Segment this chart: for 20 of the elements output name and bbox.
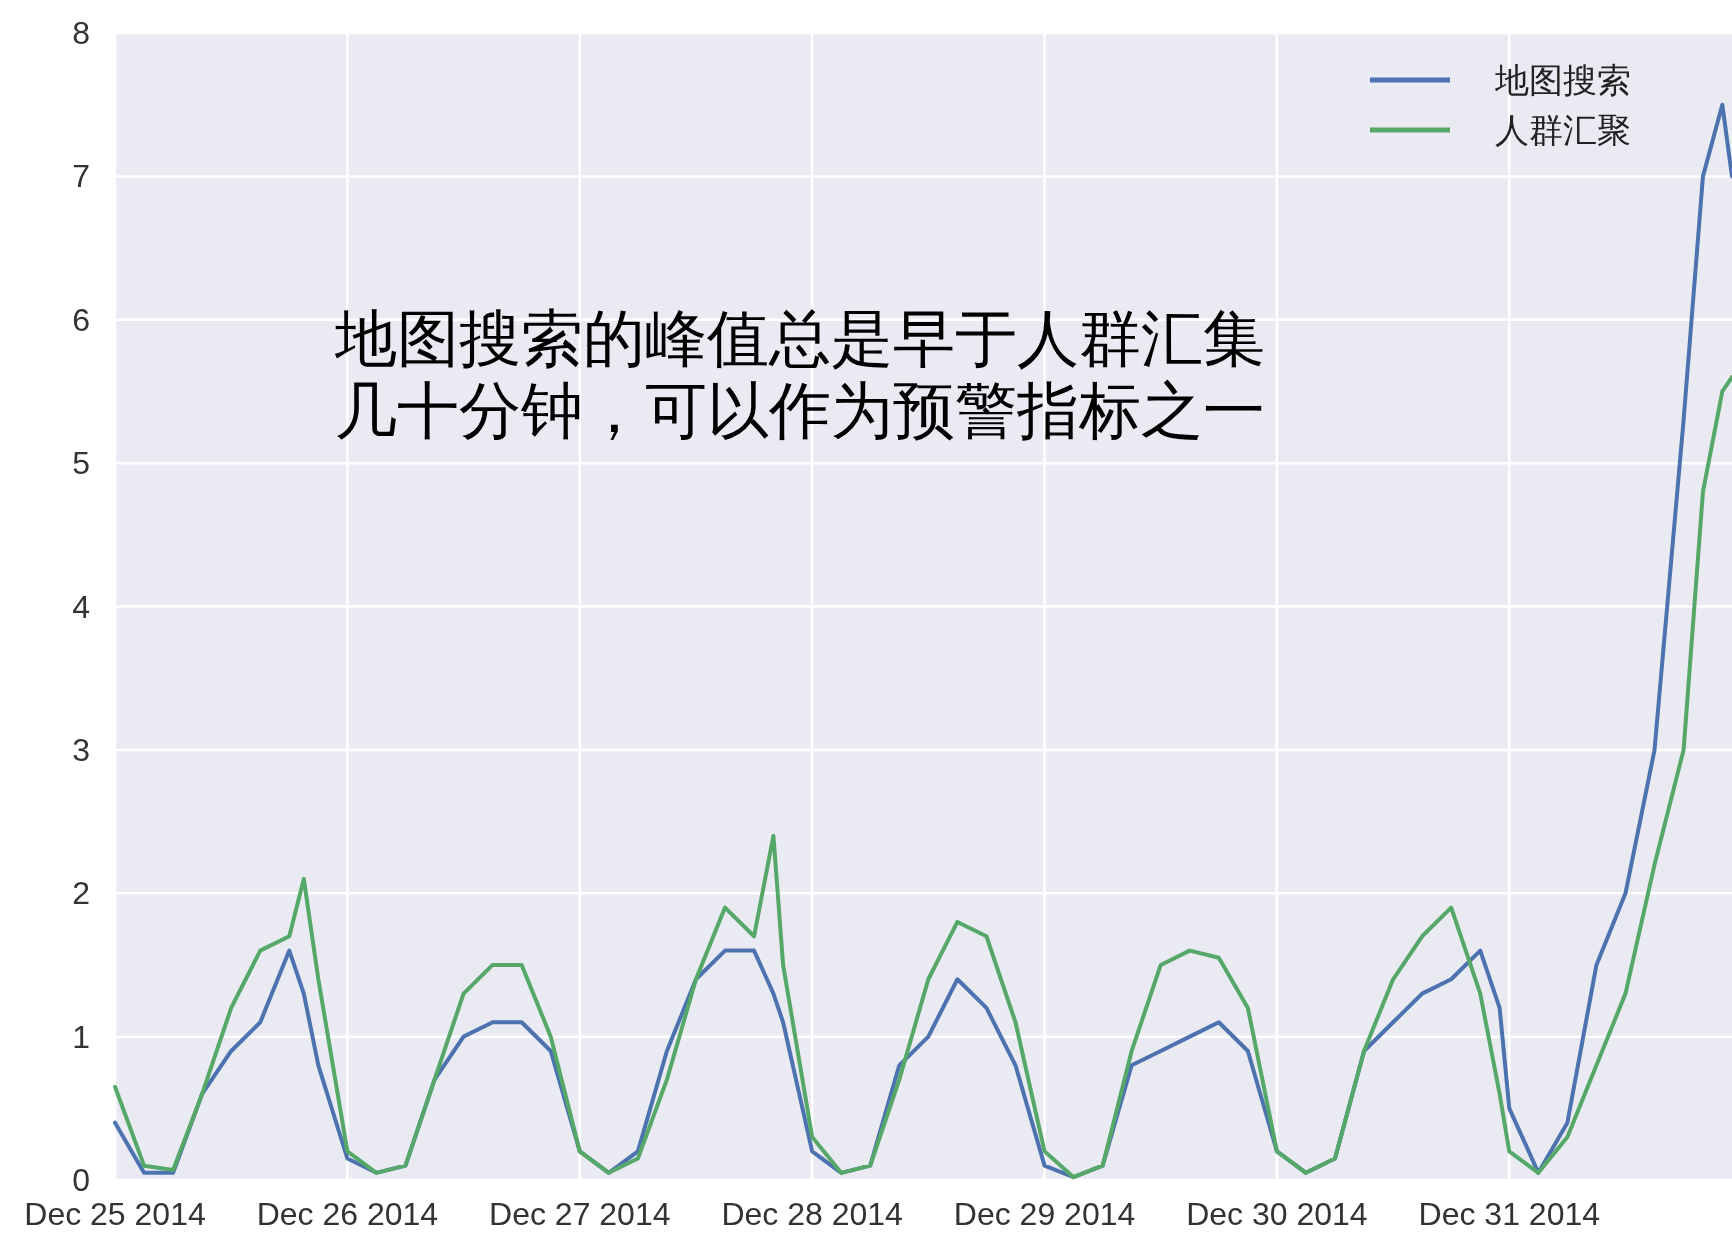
- y-tick-label: 5: [72, 445, 90, 482]
- y-tick-label: 2: [72, 875, 90, 912]
- y-tick-label: 0: [72, 1162, 90, 1198]
- y-tick-label: 7: [72, 158, 90, 195]
- legend-label: 地图搜索: [1494, 61, 1631, 99]
- y-tick-label: 6: [72, 301, 90, 338]
- x-tick-label: Dec 26 2014: [256, 1196, 439, 1232]
- annotation: 地图搜索的峰值总是早于人群汇集: [334, 302, 1265, 375]
- x-tick-label: Dec 27 2014: [489, 1196, 671, 1232]
- y-tick-label: 8: [72, 15, 90, 51]
- x-tick-label: Dec 28 2014: [721, 1196, 903, 1232]
- y-tick-label: 1: [72, 1018, 90, 1055]
- y-tick-label: 3: [72, 731, 90, 768]
- x-tick-label: Dec 31 2014: [1418, 1196, 1601, 1232]
- x-tick-label: Dec 29 2014: [953, 1196, 1136, 1232]
- x-tick-label: Dec 30 2014: [1186, 1196, 1368, 1232]
- annotation: 几十分钟，可以作为预警指标之一: [335, 374, 1265, 447]
- y-tick-label: 4: [72, 588, 90, 625]
- x-tick-label: Dec 25 2014: [24, 1196, 206, 1232]
- legend-label: 人群汇聚: [1495, 111, 1631, 149]
